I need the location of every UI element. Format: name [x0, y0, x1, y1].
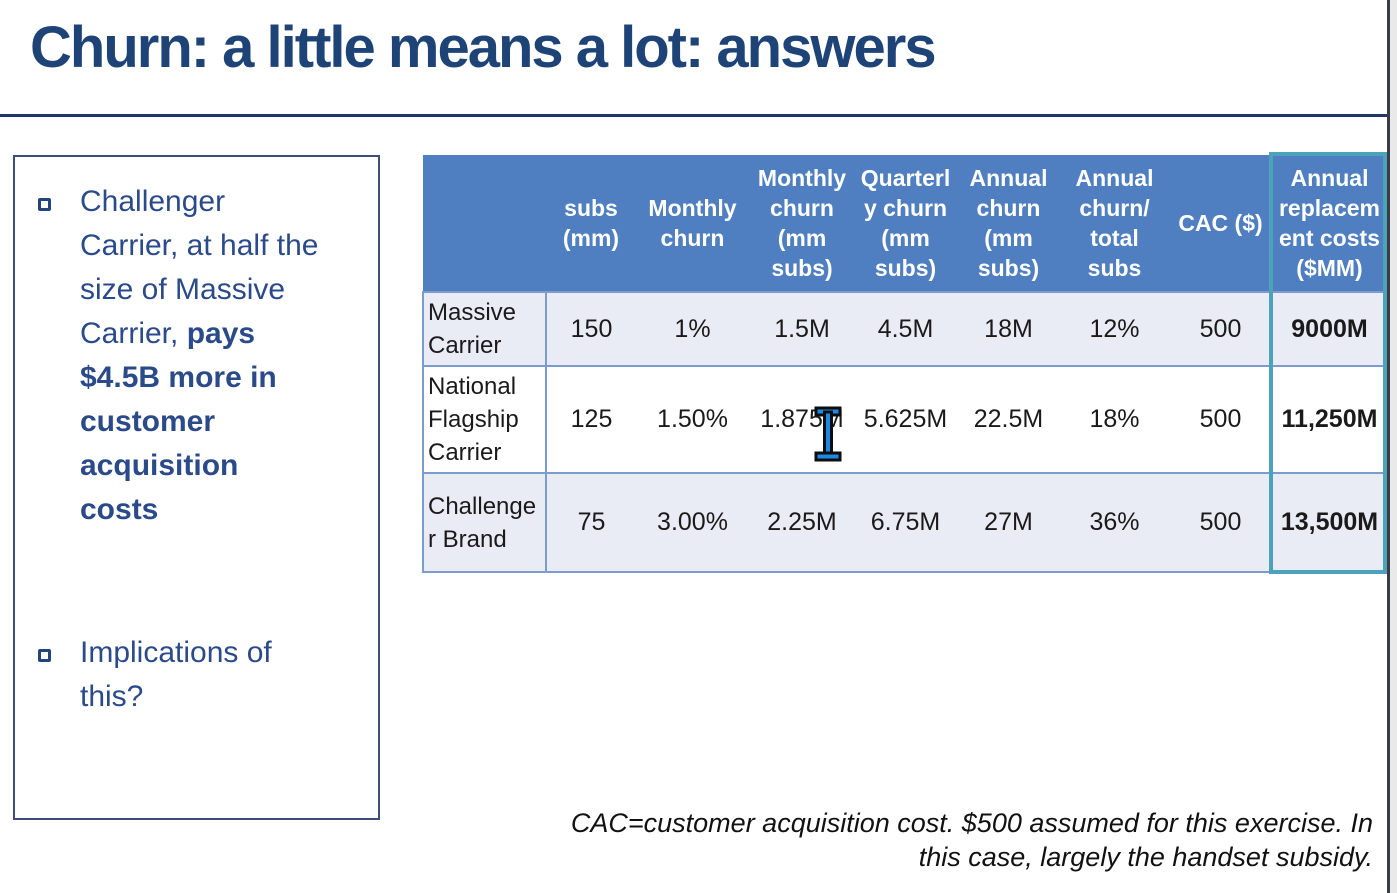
text-cursor-icon	[814, 406, 842, 462]
bullet-text: Implications of this?	[80, 631, 325, 719]
bullet-text-normal: Implications of this?	[80, 636, 272, 713]
bullet-square-icon	[38, 649, 51, 662]
table-row: National Flagship Carrier 125 1.50% 1.87…	[422, 366, 1386, 473]
header-cac: CAC ($)	[1168, 155, 1273, 292]
header-row-label	[423, 155, 546, 292]
footnote: CAC=customer acquisition cost. $500 assu…	[473, 806, 1373, 874]
header-annual-replacement: Annual replacement costs ($MM)	[1273, 155, 1386, 292]
app-background-strip	[1390, 0, 1397, 893]
page-title: Churn: a little means a lot: answers	[30, 15, 937, 80]
cell-quarterly-churn-subs: 4.5M	[877, 314, 934, 343]
header-annual-churn-subs: Annual churn (mm subs)	[956, 155, 1061, 292]
row-label: Massive Carrier	[422, 292, 547, 366]
bullet-item: Implications of this?	[15, 631, 378, 751]
cell-annual-churn-total: 12%	[1089, 314, 1140, 343]
cell-monthly-churn: 1%	[674, 314, 711, 343]
row-label: Challenger Brand	[422, 473, 547, 572]
title-divider	[0, 114, 1388, 117]
cell-monthly-churn: 1.50%	[657, 405, 728, 433]
bullet-square-icon	[38, 198, 51, 211]
table-row: Challenger Brand 75 3.00% 2.25M 6.75M 27…	[422, 473, 1386, 572]
header-monthly-churn: Monthly churn	[636, 155, 749, 292]
churn-table: subs (mm) Monthly churn Monthly churn (m…	[422, 155, 1386, 573]
slide-right-edge	[1387, 0, 1390, 893]
cell-annual-churn-total: 36%	[1089, 508, 1140, 536]
table-row: Massive Carrier 150 1% 1.5M 4.5M 18M 12%…	[422, 292, 1386, 366]
header-quarterly-churn-subs: Quarterly churn (mm subs)	[855, 155, 956, 292]
cell-monthly-churn-subs: 1.5M	[774, 314, 830, 343]
bullet-text-bold: pays $4.5B more in customer acquisition …	[80, 317, 277, 526]
footnote-line: this case, largely the handset subsidy.	[918, 842, 1373, 872]
cell-annual-churn-subs: 22.5M	[973, 405, 1044, 433]
cell-cac: 500	[1199, 314, 1242, 343]
header-monthly-churn-subs: Monthly churn (mm subs)	[749, 155, 855, 292]
notes-box: Challenger Carrier, at half the size of …	[13, 155, 380, 820]
cell-cac: 500	[1199, 508, 1242, 536]
cell-annual-replacement: 9000M	[1291, 314, 1368, 343]
cell-subs: 150	[570, 314, 613, 343]
table-header-row: subs (mm) Monthly churn Monthly churn (m…	[423, 155, 1386, 292]
footnote-line: CAC=customer acquisition cost. $500 assu…	[570, 808, 1373, 838]
cell-annual-churn-total: 18%	[1089, 405, 1140, 433]
cell-quarterly-churn-subs: 5.625M	[863, 405, 948, 433]
bullet-text-normal: Challenger Carrier, at half the size of …	[80, 185, 319, 350]
cell-quarterly-churn-subs: 6.75M	[870, 508, 941, 536]
bullet-item: Challenger Carrier, at half the size of …	[15, 180, 378, 580]
cell-annual-replacement: 11,250M	[1281, 405, 1378, 433]
header-subs: subs (mm)	[546, 155, 636, 292]
cell-monthly-churn-subs: 2.25M	[767, 508, 837, 536]
cell-annual-churn-subs: 18M	[984, 314, 1033, 343]
cell-annual-replacement: 13,500M	[1280, 508, 1379, 536]
cell-annual-churn-subs: 27M	[984, 508, 1033, 536]
cell-monthly-churn: 3.00%	[657, 508, 728, 536]
row-label: National Flagship Carrier	[422, 366, 547, 473]
bullet-text: Challenger Carrier, at half the size of …	[80, 180, 325, 532]
header-annual-churn-total: Annual churn/ total subs	[1061, 155, 1168, 292]
cell-subs: 125	[570, 405, 613, 433]
cell-subs: 75	[577, 508, 606, 536]
cell-cac: 500	[1199, 405, 1242, 433]
